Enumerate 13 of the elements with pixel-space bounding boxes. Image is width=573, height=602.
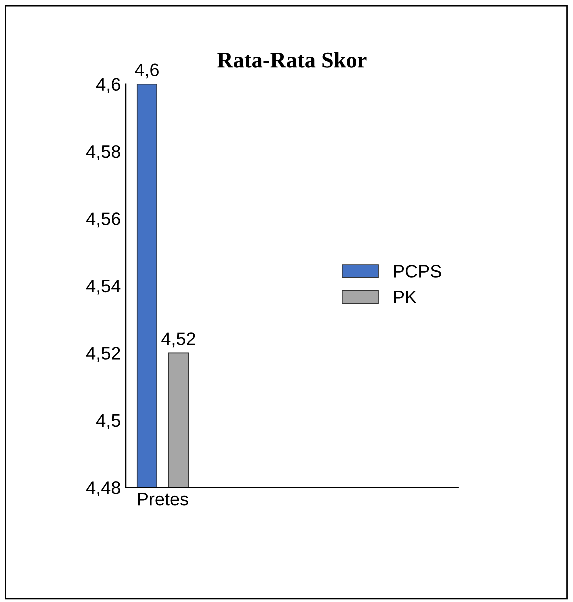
x-tick-label: Pretes xyxy=(138,493,188,506)
legend-label: PK xyxy=(394,291,417,304)
text: Rata-Rata Skor xyxy=(218,52,367,68)
y-tick-label: 4,48 xyxy=(86,482,120,496)
data-label: 4,52 xyxy=(162,332,196,348)
y-tick-label: 4,54 xyxy=(86,280,121,295)
y-tick-label: 4,6 xyxy=(96,78,120,94)
y-tick-label: 4,56 xyxy=(86,212,120,228)
data-label: 4,6 xyxy=(135,64,159,79)
legend-label: PCPS xyxy=(394,265,442,278)
y-tick-label: 4,5 xyxy=(96,414,120,430)
y-tick-label: 4,58 xyxy=(86,145,120,160)
y-tick-label: 4,52 xyxy=(86,347,120,362)
